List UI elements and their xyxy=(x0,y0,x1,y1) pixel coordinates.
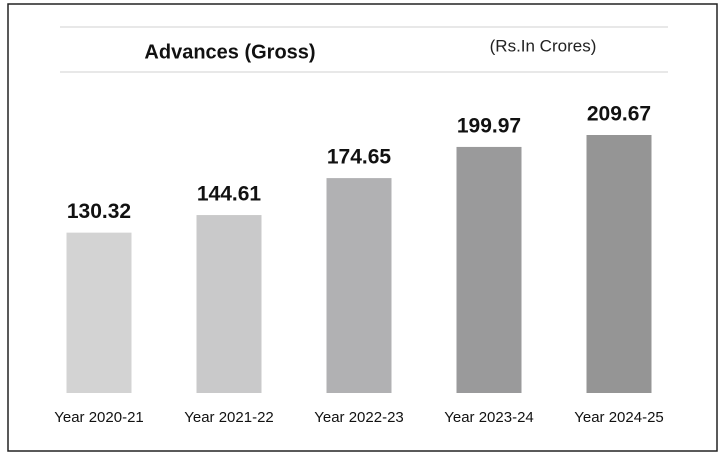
x-tick-label: Year 2021-22 xyxy=(184,409,274,426)
bar xyxy=(326,178,392,393)
value-label: 199.97 xyxy=(457,114,521,137)
value-label: 209.67 xyxy=(587,103,651,126)
bar xyxy=(586,135,652,393)
x-tick-label: Year 2024-25 xyxy=(574,409,664,426)
x-tick-label: Year 2023-24 xyxy=(444,409,534,426)
x-tick-label: Year 2020-21 xyxy=(54,409,144,426)
x-tick-label: Year 2022-23 xyxy=(314,409,404,426)
bar xyxy=(196,215,262,393)
chart-title: Advances (Gross) xyxy=(144,41,315,63)
value-label: 130.32 xyxy=(67,200,131,223)
bar xyxy=(66,232,132,393)
value-label: 144.61 xyxy=(197,183,262,206)
frame xyxy=(7,3,718,452)
bar xyxy=(456,146,522,393)
chart-subtitle: (Rs.In Crores) xyxy=(490,36,597,55)
value-label: 174.65 xyxy=(327,146,392,169)
